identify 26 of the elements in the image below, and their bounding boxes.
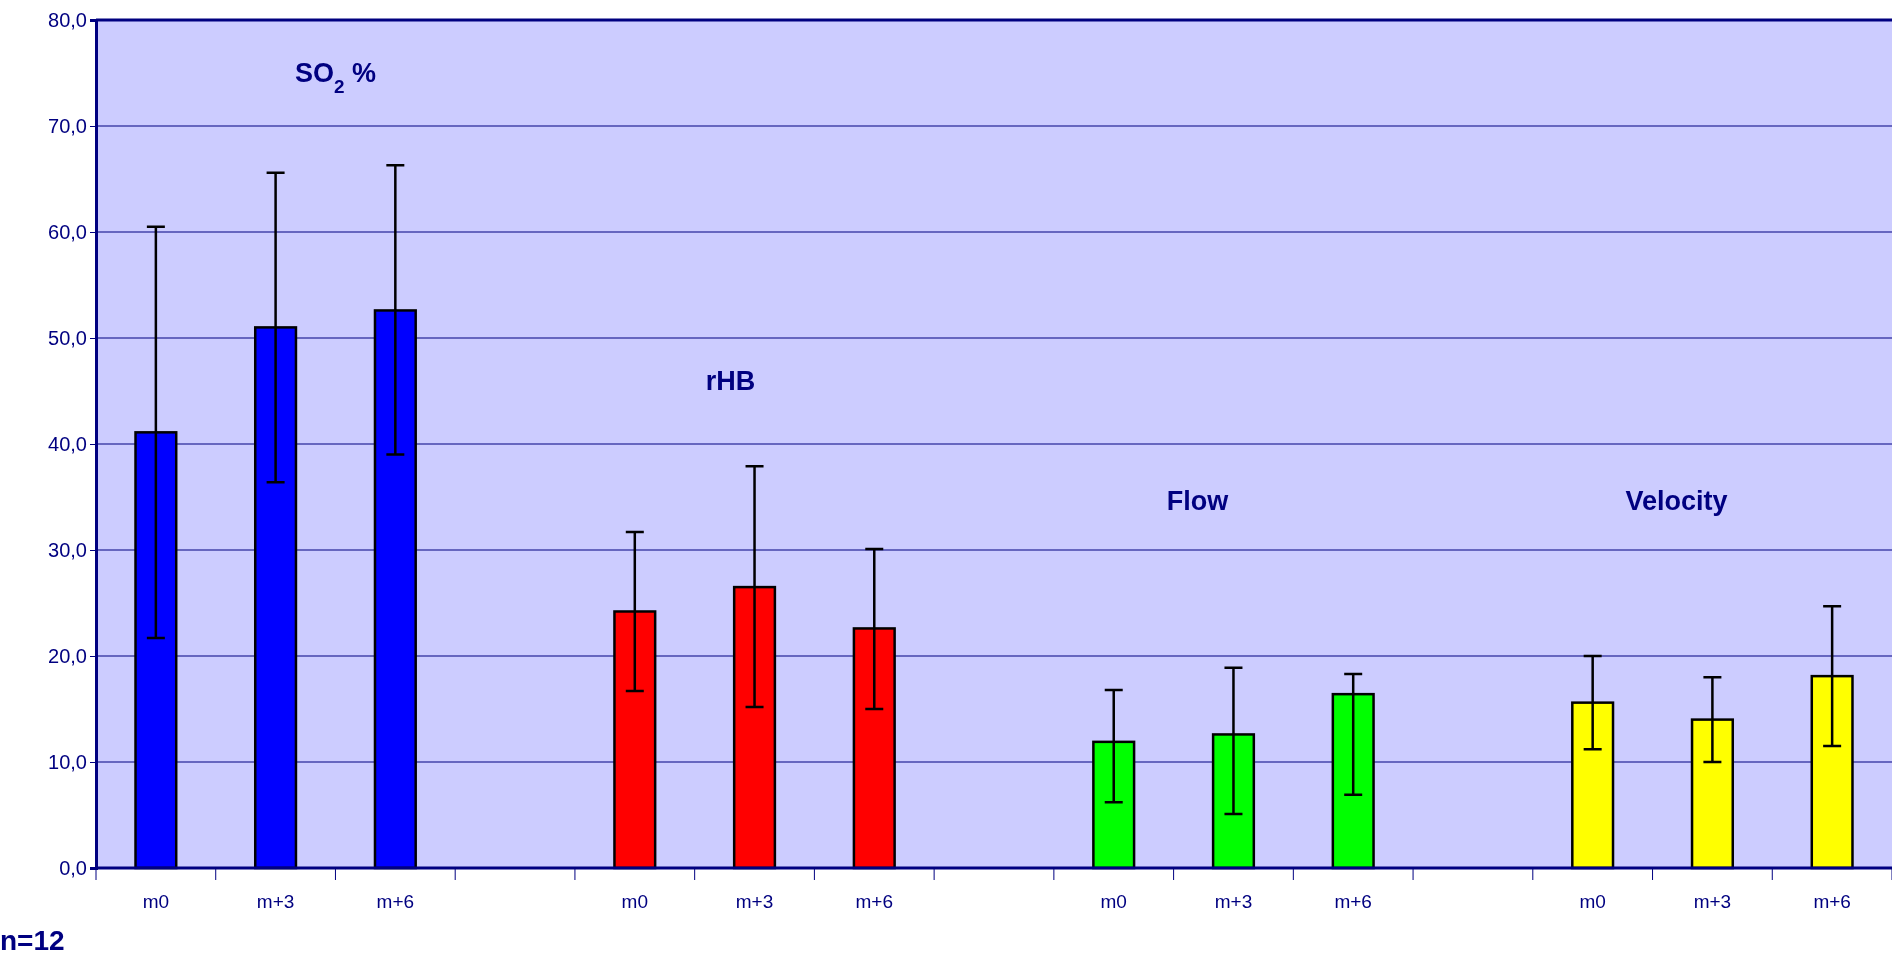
x-tick-label: m+6 [855, 891, 894, 912]
x-tick-label: m0 [142, 891, 170, 912]
y-tick-label: 80,0 [48, 8, 87, 31]
y-tick-label: 20,0 [48, 644, 87, 667]
y-tick-label: 50,0 [48, 326, 87, 349]
x-tick-label: m+6 [376, 891, 415, 912]
text: n=12 [0, 925, 65, 956]
annotation: Flow [1166, 486, 1230, 516]
annotation: rHB [705, 366, 756, 396]
x-tick-label: m0 [621, 891, 648, 912]
x-tick-label: m0 [1579, 891, 1606, 912]
x-tick-label: m+6 [1334, 891, 1372, 912]
y-tick-label: 70,0 [48, 114, 87, 137]
y-tick-label: 30,0 [48, 538, 87, 561]
y-tick-label: 60,0 [48, 220, 87, 243]
x-tick-label: m0 [1100, 891, 1127, 912]
x-tick-label: m+6 [1813, 891, 1851, 912]
y-tick-label: 40,0 [48, 432, 87, 455]
y-tick-label: 10,0 [48, 750, 87, 773]
y-tick-label: 0,0 [59, 856, 87, 879]
annotation: SO$_{2}$ % [294, 58, 376, 97]
x-tick-label: m+3 [1214, 891, 1253, 912]
x-tick-label: m+3 [1693, 891, 1732, 912]
x-tick-label: m+3 [256, 891, 295, 912]
x-tick-label: m+3 [735, 891, 774, 912]
annotation: Velocity [1625, 486, 1728, 516]
